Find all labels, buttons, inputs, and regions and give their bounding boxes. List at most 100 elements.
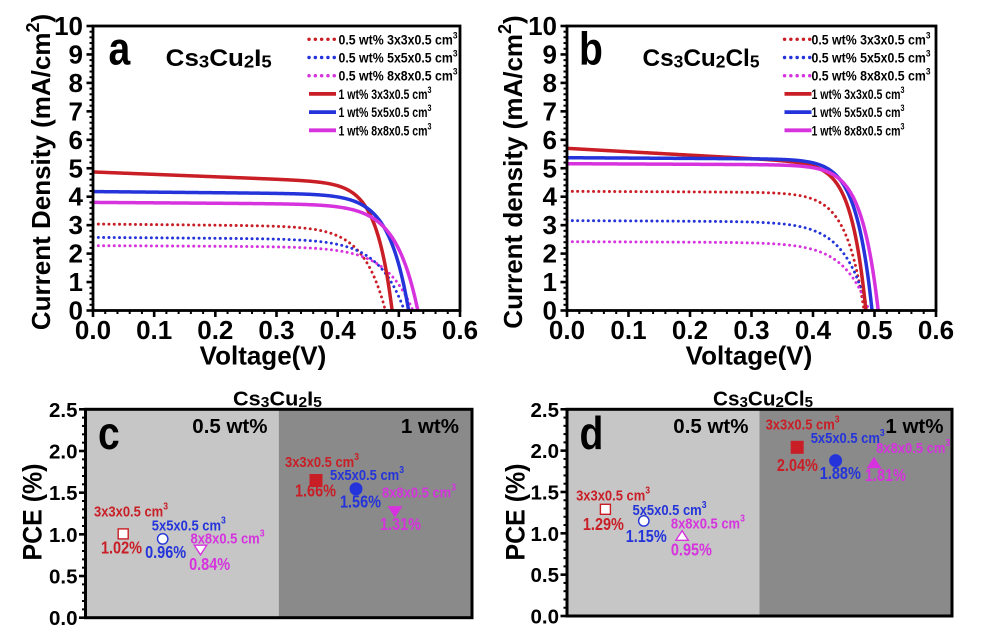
svg-text:4: 4 [543, 182, 558, 212]
svg-text:2.5: 2.5 [49, 399, 78, 422]
svg-text:0.84%: 0.84% [189, 554, 230, 574]
svg-text:10: 10 [54, 11, 83, 41]
svg-text:PCE (%): PCE (%) [18, 464, 48, 561]
svg-text:1.56%: 1.56% [340, 492, 381, 512]
svg-text:0.5: 0.5 [531, 564, 560, 587]
svg-text:0.4: 0.4 [795, 315, 832, 345]
svg-text:0.3: 0.3 [733, 315, 769, 345]
svg-text:1.81%: 1.81% [865, 465, 906, 485]
svg-text:9: 9 [543, 39, 557, 69]
svg-text:1.31%: 1.31% [380, 514, 421, 534]
svg-text:1 wt%: 1 wt% [885, 415, 943, 438]
svg-text:0.1: 0.1 [610, 315, 646, 345]
svg-text:Current density (mA/cm2): Current density (mA/cm2) [495, 15, 528, 328]
svg-text:a: a [109, 24, 131, 76]
svg-text:0: 0 [69, 296, 83, 326]
svg-text:0.5 wt% 5x5x0.5 cm3: 0.5 wt% 5x5x0.5 cm3 [812, 49, 931, 66]
svg-text:8: 8 [69, 68, 83, 98]
svg-text:0.1: 0.1 [136, 315, 172, 345]
svg-text:Cs3​Cu2​I5​: Cs3​Cu2​I5​ [233, 388, 322, 412]
svg-text:8x8x0.5 cm3: 8x8x0.5 cm3 [382, 483, 456, 502]
svg-text:3x3x0.5 cm3: 3x3x0.5 cm3 [285, 452, 359, 471]
svg-text:1: 1 [69, 267, 83, 297]
svg-text:0.95%: 0.95% [671, 540, 712, 560]
svg-text:5: 5 [69, 153, 83, 183]
svg-text:0.4: 0.4 [320, 315, 357, 345]
svg-text:Cs3​Cu2​Cl5​: Cs3​Cu2​Cl5​ [713, 388, 813, 412]
svg-text:1.15%: 1.15% [626, 526, 667, 546]
svg-text:1.0: 1.0 [531, 523, 560, 546]
svg-text:c: c [98, 408, 120, 460]
svg-text:0.5 wt%: 0.5 wt% [192, 415, 267, 438]
svg-text:5x5x0.5 cm3: 5x5x0.5 cm3 [152, 515, 226, 534]
svg-text:3x3x0.5 cm3: 3x3x0.5 cm3 [94, 502, 168, 521]
svg-text:3x3x0.5 cm3: 3x3x0.5 cm3 [576, 486, 650, 505]
svg-text:0.5 wt% 3x3x0.5 cm3: 0.5 wt% 3x3x0.5 cm3 [812, 30, 931, 47]
svg-text:1.29%: 1.29% [583, 514, 624, 534]
svg-text:3: 3 [69, 210, 83, 240]
svg-text:0.5 wt% 8x8x0.5 cm3: 0.5 wt% 8x8x0.5 cm3 [339, 67, 458, 84]
svg-text:0.96%: 0.96% [145, 542, 186, 562]
svg-text:2: 2 [543, 239, 557, 269]
svg-text:2.0: 2.0 [531, 440, 560, 463]
svg-text:1.0: 1.0 [49, 524, 78, 547]
svg-text:0.5 wt% 3x3x0.5 cm3: 0.5 wt% 3x3x0.5 cm3 [339, 30, 458, 47]
svg-text:0.5 wt% 5x5x0.5 cm3: 0.5 wt% 5x5x0.5 cm3 [339, 49, 458, 66]
svg-text:6: 6 [69, 125, 83, 155]
svg-text:Cs3​Cu2​I5​: Cs3​Cu2​I5​ [166, 45, 272, 72]
svg-text:Voltage(V): Voltage(V) [686, 341, 813, 371]
svg-text:1 wt% 3x3x0.5 cm3: 1 wt% 3x3x0.5 cm3 [812, 85, 905, 102]
svg-text:0.0: 0.0 [75, 315, 111, 345]
svg-text:0.3: 0.3 [258, 315, 294, 345]
svg-text:1.88%: 1.88% [820, 463, 861, 483]
svg-text:6: 6 [543, 125, 557, 155]
svg-text:3x3x0.5 cm3: 3x3x0.5 cm3 [766, 414, 840, 433]
svg-text:b: b [579, 24, 603, 76]
svg-text:9: 9 [69, 39, 83, 69]
svg-text:0.5 wt% 8x8x0.5 cm3: 0.5 wt% 8x8x0.5 cm3 [812, 67, 931, 84]
svg-text:2.04%: 2.04% [777, 455, 818, 475]
svg-text:1.02%: 1.02% [101, 538, 142, 558]
svg-text:0.5: 0.5 [381, 315, 417, 345]
svg-text:8: 8 [543, 68, 557, 98]
svg-text:0.6: 0.6 [918, 315, 954, 345]
svg-text:1.66%: 1.66% [295, 481, 336, 501]
svg-text:1 wt% 8x8x0.5 cm3: 1 wt% 8x8x0.5 cm3 [812, 121, 905, 138]
svg-text:Current Density (mA/cm2): Current Density (mA/cm2) [23, 14, 56, 330]
svg-text:7: 7 [69, 96, 83, 126]
svg-text:1.5: 1.5 [49, 482, 78, 505]
svg-text:2.5: 2.5 [531, 399, 560, 422]
svg-text:Cs3​Cu2​Cl5​: Cs3​Cu2​Cl5​ [643, 45, 760, 72]
svg-text:8x8x0.5 cm3: 8x8x0.5 cm3 [671, 514, 745, 533]
svg-text:2: 2 [69, 239, 83, 269]
svg-text:0: 0 [543, 296, 557, 326]
svg-text:1 wt% 3x3x0.5 cm3: 1 wt% 3x3x0.5 cm3 [339, 85, 432, 102]
svg-text:5x5x0.5 cm3: 5x5x0.5 cm3 [330, 465, 404, 484]
svg-text:8x8x0.5 cm3: 8x8x0.5 cm3 [876, 438, 950, 457]
svg-text:1 wt%: 1 wt% [401, 415, 459, 438]
svg-text:0.0: 0.0 [531, 606, 560, 629]
svg-text:0.5: 0.5 [856, 315, 892, 345]
svg-text:0.2: 0.2 [672, 315, 708, 345]
svg-text:d: d [580, 408, 604, 460]
svg-text:1.5: 1.5 [531, 481, 560, 504]
svg-text:8x8x0.5 cm3: 8x8x0.5 cm3 [191, 529, 265, 548]
svg-text:1 wt% 5x5x0.5 cm3: 1 wt% 5x5x0.5 cm3 [812, 103, 905, 120]
svg-text:3: 3 [543, 210, 557, 240]
svg-text:0.5 wt%: 0.5 wt% [673, 415, 748, 438]
svg-text:1: 1 [543, 267, 557, 297]
svg-text:PCE (%): PCE (%) [501, 464, 531, 561]
svg-text:2.0: 2.0 [49, 440, 78, 463]
svg-text:5x5x0.5 cm3: 5x5x0.5 cm3 [811, 428, 885, 447]
svg-text:5: 5 [543, 153, 557, 183]
svg-text:1 wt% 8x8x0.5 cm3: 1 wt% 8x8x0.5 cm3 [339, 121, 432, 138]
svg-text:0.5: 0.5 [49, 566, 78, 589]
svg-text:0.0: 0.0 [49, 607, 78, 630]
svg-text:5x5x0.5 cm3: 5x5x0.5 cm3 [633, 500, 707, 519]
svg-text:Voltage(V): Voltage(V) [200, 341, 327, 371]
svg-text:4: 4 [69, 182, 84, 212]
svg-text:0.2: 0.2 [197, 315, 233, 345]
svg-text:10: 10 [528, 11, 557, 41]
svg-text:1 wt% 5x5x0.5 cm3: 1 wt% 5x5x0.5 cm3 [339, 103, 432, 120]
svg-text:7: 7 [543, 96, 557, 126]
